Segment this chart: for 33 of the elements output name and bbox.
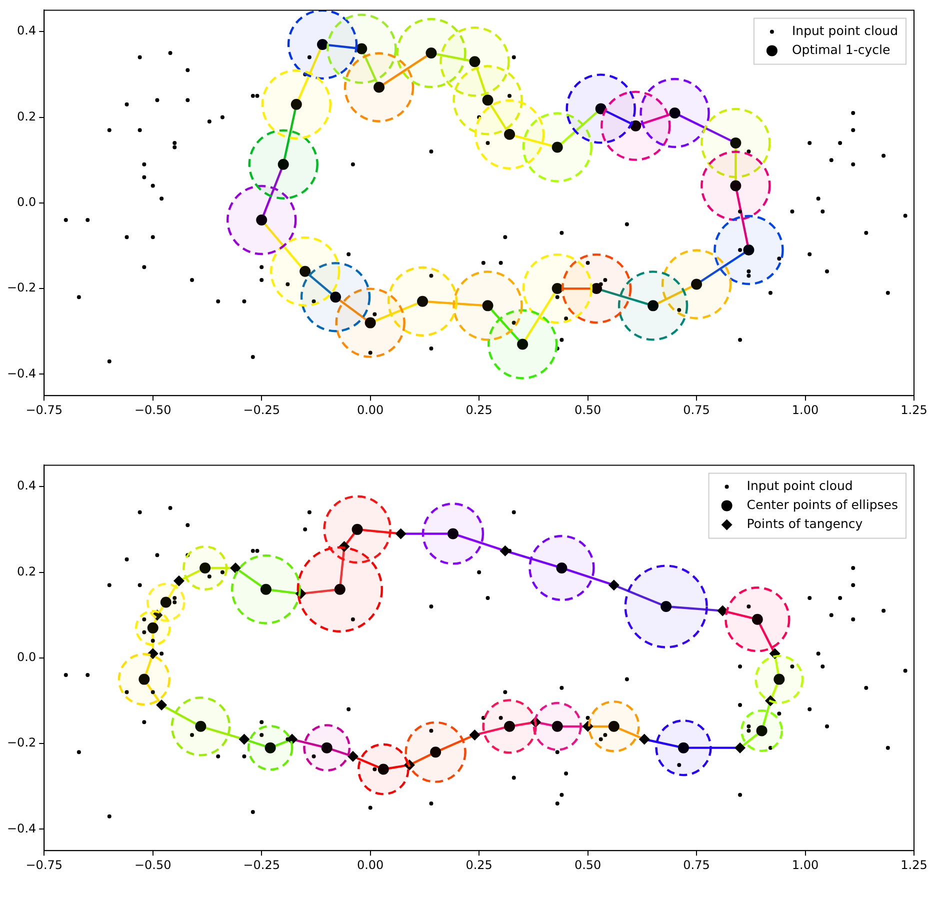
y-tick-label: 0.4: [17, 24, 36, 38]
y-tick-label: −0.4: [7, 366, 36, 380]
y-tick-label: 0.4: [17, 478, 36, 493]
y-tick-label: −0.4: [7, 821, 36, 836]
x-tick-label: −0.25: [243, 858, 280, 872]
x-tick-label: 1.25: [900, 858, 928, 872]
legend-label: Input point cloud: [746, 478, 853, 493]
legend-label: Optimal 1-cycle: [792, 42, 890, 57]
y-tick-label: −0.2: [7, 736, 36, 750]
y-tick-label: 0.2: [17, 564, 36, 578]
legend-label: Points of tangency: [746, 516, 864, 531]
x-tick-label: −0.50: [134, 402, 172, 417]
x-tick-label: 0.50: [574, 402, 602, 417]
x-tick-label: 0.00: [356, 858, 384, 872]
x-tick-label: 0.00: [356, 402, 384, 417]
legend-label: Input point cloud: [792, 22, 898, 38]
x-tick-label: −0.75: [26, 858, 63, 872]
x-tick-label: 1.00: [792, 858, 819, 872]
x-tick-label: 1.00: [792, 402, 819, 417]
x-tick-label: 0.75: [683, 402, 710, 417]
y-tick-label: 0.2: [17, 109, 36, 124]
x-tick-label: 1.25: [900, 402, 928, 417]
x-tick-label: −0.75: [26, 402, 63, 417]
x-tick-label: −0.25: [243, 402, 280, 417]
x-tick-label: 0.50: [574, 858, 602, 872]
y-tick-label: 0.0: [17, 650, 36, 664]
x-tick-label: 0.25: [466, 858, 492, 872]
legend-label: Center points of ellipses: [746, 496, 898, 512]
x-tick-label: 0.25: [466, 402, 492, 417]
y-tick-label: 0.0: [17, 195, 36, 210]
x-tick-label: −0.50: [134, 858, 172, 872]
y-tick-label: −0.2: [7, 280, 36, 295]
x-tick-label: 0.75: [683, 858, 710, 872]
